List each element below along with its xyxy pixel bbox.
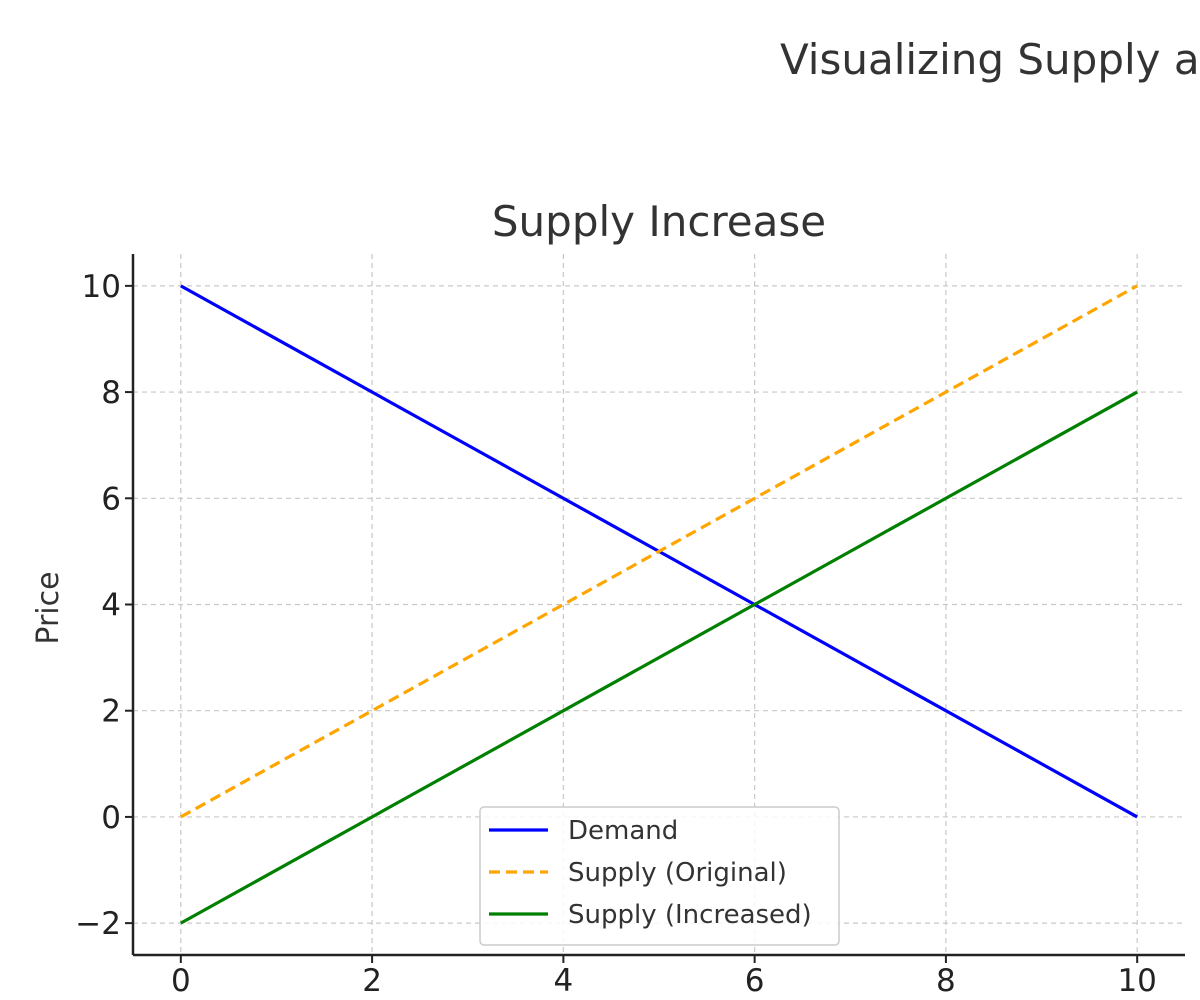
- legend-label: Demand: [568, 816, 678, 846]
- x-tick-label: 4: [553, 963, 573, 999]
- legend: Demand Supply (Original) Supply (Increased…: [479, 806, 840, 946]
- x-tick-label: 10: [1117, 963, 1156, 999]
- legend-label: Supply (Increased): [568, 900, 812, 930]
- legend-frame: [479, 806, 840, 946]
- grid: [133, 254, 1185, 955]
- y-tick-label: 2: [101, 694, 121, 730]
- y-axis-ticks: −2 0 2 4 6 8 10: [75, 269, 133, 942]
- y-tick-label: 0: [101, 800, 121, 836]
- x-axis-ticks: 0 2 4 6 8 10: [171, 955, 1157, 999]
- y-tick-label: 8: [101, 375, 121, 411]
- y-tick-label: 6: [101, 481, 121, 517]
- y-tick-label: −2: [75, 906, 121, 942]
- figure-title: Visualizing Supply a: [780, 35, 1200, 84]
- x-tick-label: 0: [171, 963, 191, 999]
- y-axis-label: Price: [31, 571, 66, 644]
- x-tick-label: 6: [745, 963, 765, 999]
- y-tick-label: 4: [101, 588, 121, 624]
- legend-label: Supply (Original): [568, 858, 787, 888]
- chart-title: Supply Increase: [492, 197, 826, 246]
- series-line-2: [180, 390, 1138, 925]
- y-tick-label: 10: [82, 269, 121, 305]
- series-line-1: [180, 284, 1138, 819]
- x-tick-label: 8: [936, 963, 956, 999]
- plot-lines: [180, 284, 1138, 925]
- x-tick-label: 2: [362, 963, 382, 999]
